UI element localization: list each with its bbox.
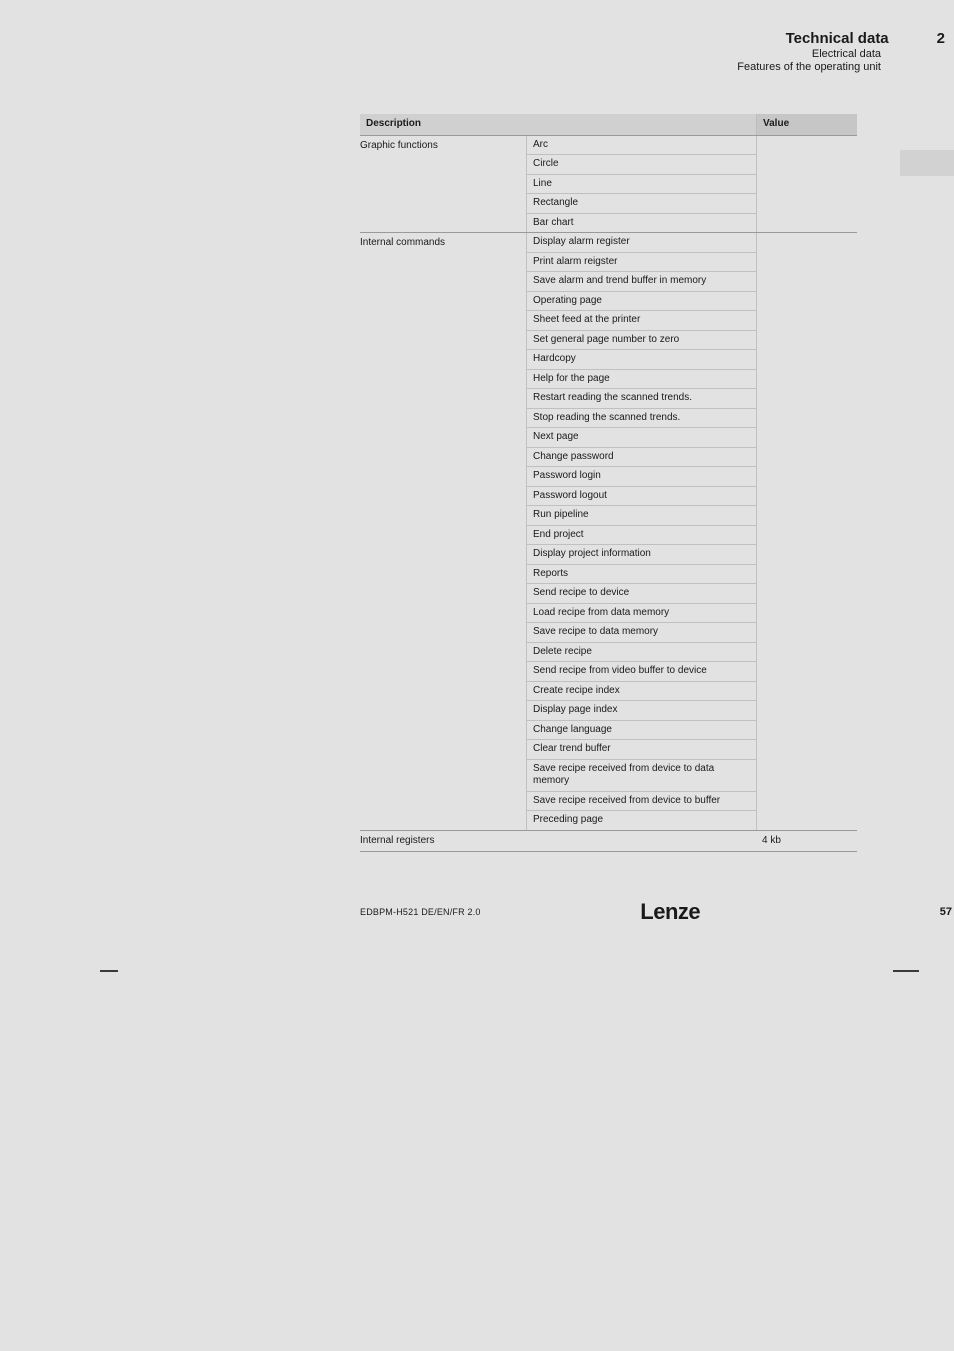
list-item: Print alarm reigster xyxy=(527,253,756,273)
list-item: Save recipe received from device to data… xyxy=(527,760,756,792)
table-row: Graphic functionsArcCircleLineRectangleB… xyxy=(360,136,857,234)
header-subtitle-1: Electrical data xyxy=(248,48,945,60)
header-title: Technical data xyxy=(786,30,889,47)
page-header: Technical data 2 Electrical data Feature… xyxy=(248,30,954,73)
list-item: Bar chart xyxy=(527,214,756,233)
row-items: Display alarm registerPrint alarm reigst… xyxy=(526,233,756,830)
list-item: Save recipe to data memory xyxy=(527,623,756,643)
list-item: Clear trend buffer xyxy=(527,740,756,760)
page-footer: EDBPM-H521 DE/EN/FR 2.0 Lenze 57 xyxy=(360,899,952,925)
list-item: Sheet feed at the printer xyxy=(527,311,756,331)
list-item: Create recipe index xyxy=(527,682,756,702)
list-item: Send recipe from video buffer to device xyxy=(527,662,756,682)
list-item: Save alarm and trend buffer in memory xyxy=(527,272,756,292)
col-description: Description xyxy=(360,114,526,135)
doc-id: EDBPM-H521 DE/EN/FR 2.0 xyxy=(360,907,481,917)
table-row: Internal registers 4 kb xyxy=(360,831,857,853)
thumb-tab xyxy=(900,150,954,176)
col-value: Value xyxy=(756,114,857,135)
list-item: Help for the page xyxy=(527,370,756,390)
col-spacer xyxy=(526,114,756,135)
row-items xyxy=(526,831,756,852)
row-label: Internal registers xyxy=(360,831,526,852)
row-value: 4 kb xyxy=(756,831,857,852)
list-item: End project xyxy=(527,526,756,546)
row-items: ArcCircleLineRectangleBar chart xyxy=(526,136,756,233)
table-body: Graphic functionsArcCircleLineRectangleB… xyxy=(360,136,857,853)
list-item: Stop reading the scanned trends. xyxy=(527,409,756,429)
list-item: Reports xyxy=(527,565,756,585)
list-item: Run pipeline xyxy=(527,506,756,526)
row-label: Internal commands xyxy=(360,233,526,830)
table-row: Internal commandsDisplay alarm registerP… xyxy=(360,233,857,831)
list-item: Change language xyxy=(527,721,756,741)
header-section-number: 2 xyxy=(937,30,945,47)
crop-mark xyxy=(891,970,919,972)
list-item: Arc xyxy=(527,136,756,156)
list-item: Delete recipe xyxy=(527,643,756,663)
row-value xyxy=(756,136,857,233)
list-item: Password login xyxy=(527,467,756,487)
list-item: Load recipe from data memory xyxy=(527,604,756,624)
list-item: Rectangle xyxy=(527,194,756,214)
features-table: Description Value Graphic functionsArcCi… xyxy=(360,114,857,852)
page: Technical data 2 Electrical data Feature… xyxy=(118,0,893,980)
list-item: Circle xyxy=(527,155,756,175)
list-item: Password logout xyxy=(527,487,756,507)
list-item: Save recipe received from device to buff… xyxy=(527,792,756,812)
list-item: Operating page xyxy=(527,292,756,312)
list-item: Change password xyxy=(527,448,756,468)
header-subtitle-2: Features of the operating unit xyxy=(248,61,945,73)
list-item: Hardcopy xyxy=(527,350,756,370)
lenze-logo: Lenze xyxy=(640,899,700,925)
list-item: Next page xyxy=(527,428,756,448)
list-item: Restart reading the scanned trends. xyxy=(527,389,756,409)
list-item: Display page index xyxy=(527,701,756,721)
list-item: Display project information xyxy=(527,545,756,565)
list-item: Preceding page xyxy=(527,811,756,830)
list-item: Line xyxy=(527,175,756,195)
page-number: 57 xyxy=(940,906,952,918)
list-item: Send recipe to device xyxy=(527,584,756,604)
list-item: Display alarm register xyxy=(527,233,756,253)
row-label: Graphic functions xyxy=(360,136,526,233)
table-header-row: Description Value xyxy=(360,114,857,136)
row-value xyxy=(756,233,857,830)
list-item: Set general page number to zero xyxy=(527,331,756,351)
